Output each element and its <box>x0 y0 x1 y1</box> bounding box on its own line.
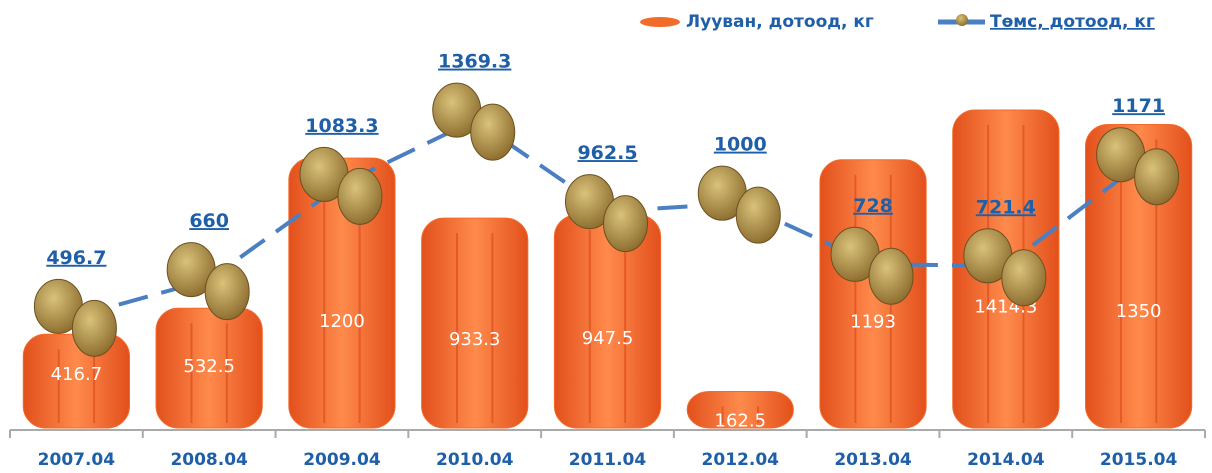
line-value-label: 962.5 <box>577 142 637 164</box>
legend-label: Лууван, дотоод, кг <box>686 12 874 32</box>
bar-value-label: 947.5 <box>582 328 634 349</box>
x-tick-label: 2007.04 <box>38 450 116 470</box>
potato <box>72 300 116 356</box>
carrot-bar <box>422 218 528 428</box>
x-tick-label: 2008.04 <box>170 450 248 470</box>
potato <box>736 187 780 243</box>
line-value-label: 1000 <box>714 134 767 156</box>
x-tick-label: 2012.04 <box>702 450 780 470</box>
line-value-label: 1083.3 <box>305 115 378 137</box>
bar-value-label: 416.7 <box>51 364 103 385</box>
bar-value-label: 933.3 <box>449 329 501 350</box>
line-value-label: 721.4 <box>976 196 1036 218</box>
x-tick-label: 2009.04 <box>303 450 381 470</box>
bar-value-label: 1200 <box>319 311 365 332</box>
x-tick-label: 2010.04 <box>436 450 514 470</box>
potato <box>471 104 515 160</box>
potato <box>869 248 913 304</box>
bar-value-label: 532.5 <box>183 356 235 377</box>
potato <box>1002 250 1046 306</box>
potato <box>205 264 249 320</box>
legend-label: Төмс, дотоод, кг <box>990 12 1155 32</box>
x-tick-label: 2013.04 <box>834 450 912 470</box>
chart: Лууван, дотоод, кг Төмс, дотоод, кг 2007.… <box>0 0 1212 473</box>
line-value-label: 660 <box>189 210 229 232</box>
bar-value-label: 1350 <box>1116 301 1162 322</box>
legend-icon <box>640 17 680 27</box>
potato <box>1135 149 1179 205</box>
bar-value-label: 1193 <box>850 312 896 333</box>
potato <box>604 196 648 252</box>
potato-marker <box>698 166 780 243</box>
legend: Лууван, дотоод, кг Төмс, дотоод, кг <box>640 12 1155 32</box>
carrot-bar <box>554 215 660 428</box>
legend-icon <box>956 14 968 26</box>
bar-value-label: 162.5 <box>715 410 767 431</box>
line-value-label: 496.7 <box>46 247 106 269</box>
line-value-label: 1171 <box>1112 95 1165 117</box>
x-tick-label: 2011.04 <box>569 450 647 470</box>
potato-marker <box>433 83 515 160</box>
x-tick-label: 2014.04 <box>967 450 1045 470</box>
potato <box>338 168 382 224</box>
line-value-label: 728 <box>853 195 893 217</box>
x-tick-label: 2015.04 <box>1100 450 1178 470</box>
line-value-label: 1369.3 <box>438 51 511 73</box>
